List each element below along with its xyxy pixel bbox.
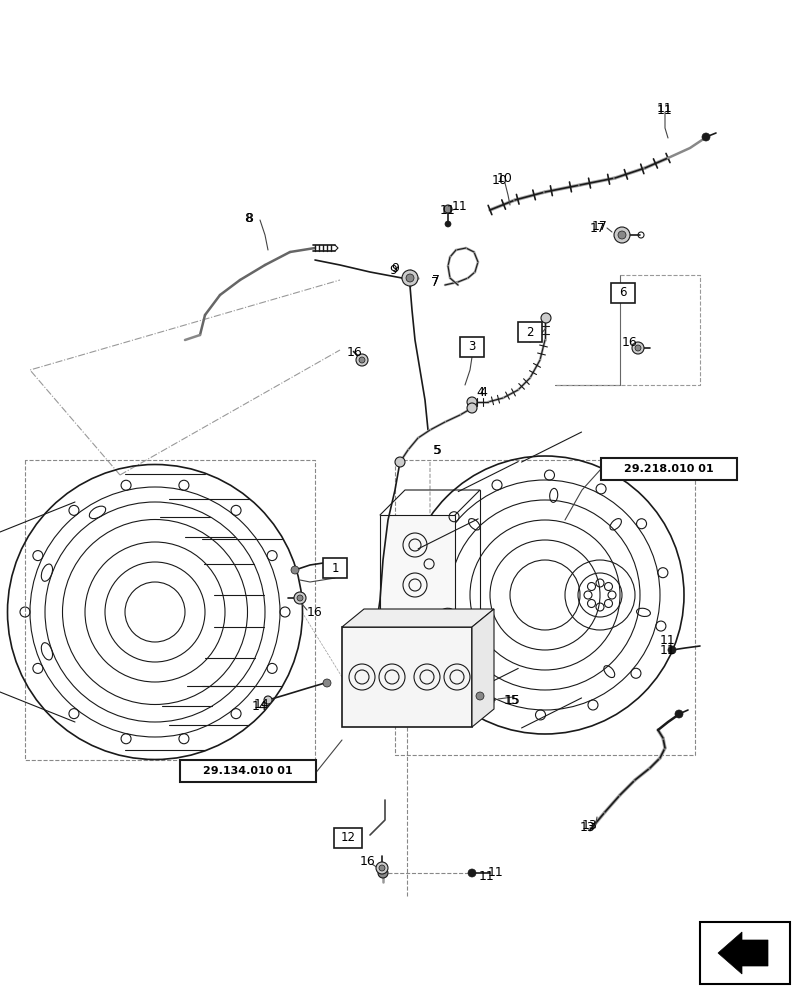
Text: 11: 11 bbox=[478, 870, 494, 883]
Text: 8: 8 bbox=[245, 212, 253, 225]
Circle shape bbox=[378, 868, 388, 878]
Circle shape bbox=[355, 354, 367, 366]
Bar bbox=[600, 458, 736, 480]
Circle shape bbox=[406, 274, 414, 282]
Circle shape bbox=[358, 357, 365, 363]
Text: 3: 3 bbox=[468, 340, 475, 354]
Bar bbox=[323, 558, 346, 578]
Bar bbox=[460, 337, 483, 357]
Text: 2: 2 bbox=[526, 326, 533, 338]
Text: 4: 4 bbox=[478, 386, 487, 399]
Text: 9: 9 bbox=[391, 261, 398, 274]
Text: 1: 1 bbox=[331, 562, 338, 574]
Circle shape bbox=[294, 592, 306, 604]
Bar bbox=[380, 515, 454, 670]
Text: 7: 7 bbox=[431, 273, 440, 286]
Circle shape bbox=[702, 133, 709, 141]
Circle shape bbox=[617, 231, 625, 239]
Text: 14: 14 bbox=[251, 700, 268, 712]
Circle shape bbox=[375, 862, 388, 874]
Text: 12: 12 bbox=[340, 831, 355, 844]
Text: 5: 5 bbox=[432, 444, 440, 456]
Text: 16: 16 bbox=[360, 855, 375, 868]
Text: 6: 6 bbox=[619, 286, 626, 300]
Bar bbox=[333, 828, 362, 848]
Circle shape bbox=[290, 566, 298, 574]
Text: 4: 4 bbox=[475, 386, 483, 399]
Text: 10: 10 bbox=[491, 174, 508, 187]
Text: 10: 10 bbox=[496, 172, 513, 185]
Bar bbox=[517, 322, 541, 342]
Text: 7: 7 bbox=[431, 275, 439, 288]
Text: 15: 15 bbox=[504, 694, 521, 706]
Text: 15: 15 bbox=[504, 694, 519, 706]
Circle shape bbox=[467, 869, 475, 877]
Circle shape bbox=[667, 646, 676, 654]
Text: 29.134.010 01: 29.134.010 01 bbox=[203, 766, 293, 776]
Bar bbox=[341, 627, 471, 727]
Polygon shape bbox=[471, 609, 493, 727]
Circle shape bbox=[394, 457, 405, 467]
Circle shape bbox=[297, 595, 303, 601]
Text: 5: 5 bbox=[433, 444, 441, 456]
Circle shape bbox=[631, 342, 643, 354]
Text: 13: 13 bbox=[581, 819, 597, 832]
Polygon shape bbox=[341, 609, 493, 627]
Circle shape bbox=[466, 397, 476, 407]
Text: 11: 11 bbox=[656, 104, 672, 117]
Circle shape bbox=[444, 205, 452, 213]
Text: 11: 11 bbox=[659, 634, 675, 647]
Circle shape bbox=[323, 679, 331, 687]
Circle shape bbox=[444, 221, 450, 227]
Text: 17: 17 bbox=[590, 222, 605, 234]
Text: 11: 11 bbox=[659, 644, 675, 656]
Text: 14: 14 bbox=[254, 698, 269, 712]
Text: 8: 8 bbox=[243, 212, 251, 225]
Circle shape bbox=[379, 865, 384, 871]
Text: 16: 16 bbox=[346, 347, 363, 360]
Text: 11: 11 bbox=[656, 102, 672, 115]
Text: 11: 11 bbox=[440, 204, 455, 217]
Circle shape bbox=[613, 227, 629, 243]
Text: 13: 13 bbox=[579, 821, 595, 834]
Circle shape bbox=[264, 696, 272, 704]
Bar bbox=[610, 283, 634, 303]
Text: 9: 9 bbox=[388, 263, 397, 276]
Circle shape bbox=[540, 313, 551, 323]
Text: 11: 11 bbox=[452, 200, 467, 214]
Text: 11: 11 bbox=[487, 866, 503, 879]
Circle shape bbox=[401, 270, 418, 286]
Polygon shape bbox=[717, 932, 767, 974]
Text: 29.218.010 01: 29.218.010 01 bbox=[624, 464, 713, 474]
Bar bbox=[180, 760, 315, 782]
Bar bbox=[699, 922, 789, 984]
Circle shape bbox=[475, 692, 483, 700]
Text: 17: 17 bbox=[591, 220, 607, 232]
Text: 16: 16 bbox=[621, 336, 637, 349]
Circle shape bbox=[466, 403, 476, 413]
Circle shape bbox=[634, 345, 640, 351]
Circle shape bbox=[674, 710, 682, 718]
Text: 16: 16 bbox=[307, 605, 322, 618]
